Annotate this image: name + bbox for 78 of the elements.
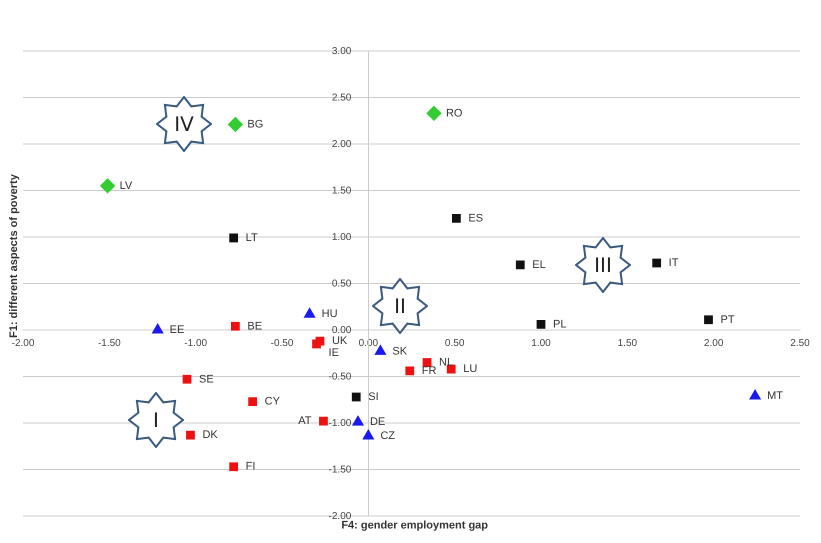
annotation: RO	[446, 107, 463, 120]
y-tick-label: 2.50	[332, 92, 352, 104]
star-icon: III	[575, 237, 631, 293]
annotation: FR	[422, 364, 436, 377]
annotation: IT	[668, 257, 679, 270]
annotation: PT	[720, 314, 735, 326]
x-tick-label: 2.00	[704, 338, 724, 349]
point	[229, 462, 238, 472]
point	[229, 234, 238, 242]
x-tick-label: 1.00	[531, 338, 552, 349]
x-tick-label: 1.50	[618, 338, 638, 349]
star-icon: II	[372, 278, 428, 334]
annotation: NL	[439, 356, 454, 369]
point	[319, 416, 328, 426]
annotation: LU	[463, 363, 478, 376]
y-tick-label: 1.50	[332, 185, 352, 196]
point	[516, 260, 525, 270]
point	[228, 116, 243, 132]
point	[352, 392, 361, 402]
point	[230, 322, 240, 331]
annotation: BE	[247, 320, 262, 332]
annotation: ES	[468, 212, 484, 224]
point	[536, 320, 546, 329]
star-icon: IV	[156, 96, 212, 152]
x-tick-label: -2.00	[12, 338, 35, 349]
annotation: CY	[264, 396, 281, 408]
annotation: EE	[170, 324, 184, 336]
x-tick-label: -0.50	[270, 338, 294, 349]
annotation: EL	[532, 258, 546, 271]
annotation: BG	[247, 118, 264, 130]
point	[362, 430, 374, 440]
star-icon: I	[128, 392, 184, 448]
y-axis-title: F1: different aspects of poverty	[8, 173, 20, 338]
annotation: IE	[328, 346, 339, 359]
annotation: DE	[370, 416, 386, 428]
x-axis-title: F4: gender employment gap	[341, 520, 488, 532]
x-tick-label: -1.00	[184, 338, 208, 349]
point	[100, 178, 116, 194]
annotation: HU	[322, 308, 338, 320]
y-tick-label: 0.00	[332, 324, 352, 336]
point	[352, 416, 364, 426]
y-tick-label: -2.00	[328, 510, 352, 522]
point	[446, 364, 456, 374]
point	[374, 344, 386, 355]
annotation: SK	[392, 345, 408, 358]
point	[152, 324, 164, 334]
y-tick-label: -1.00	[328, 418, 352, 429]
annotation: AT	[298, 415, 312, 428]
y-tick-label: 3.00	[332, 46, 352, 57]
annotation: PL	[553, 318, 566, 330]
y-tick-label: -0.50	[328, 371, 352, 382]
point	[405, 366, 414, 376]
point	[452, 214, 461, 223]
point	[749, 390, 761, 400]
annotation: MT	[767, 390, 784, 402]
annotation: DK	[202, 429, 218, 442]
point	[248, 397, 258, 406]
y-tick-label: 2.00	[332, 138, 352, 150]
point	[652, 258, 662, 268]
x-tick-label: 0.50	[444, 338, 465, 349]
annotation: SI	[368, 390, 379, 403]
point	[186, 430, 195, 440]
annotation: FI	[246, 460, 256, 473]
y-tick-label: 1.00	[332, 232, 352, 243]
point	[182, 374, 192, 384]
point	[304, 308, 316, 318]
annotation: LT	[246, 232, 258, 244]
point	[316, 336, 324, 346]
point	[426, 106, 442, 121]
annotation: CZ	[380, 430, 396, 442]
x-tick-label: -1.50	[98, 338, 122, 349]
annotation: UK	[332, 335, 348, 348]
y-tick-label: -1.50	[328, 464, 352, 476]
y-tick-label: 0.50	[332, 278, 352, 290]
x-tick-label: 2.50	[790, 338, 810, 349]
point	[704, 315, 713, 324]
annotation: SE	[199, 373, 214, 386]
annotation: LV	[120, 180, 133, 192]
